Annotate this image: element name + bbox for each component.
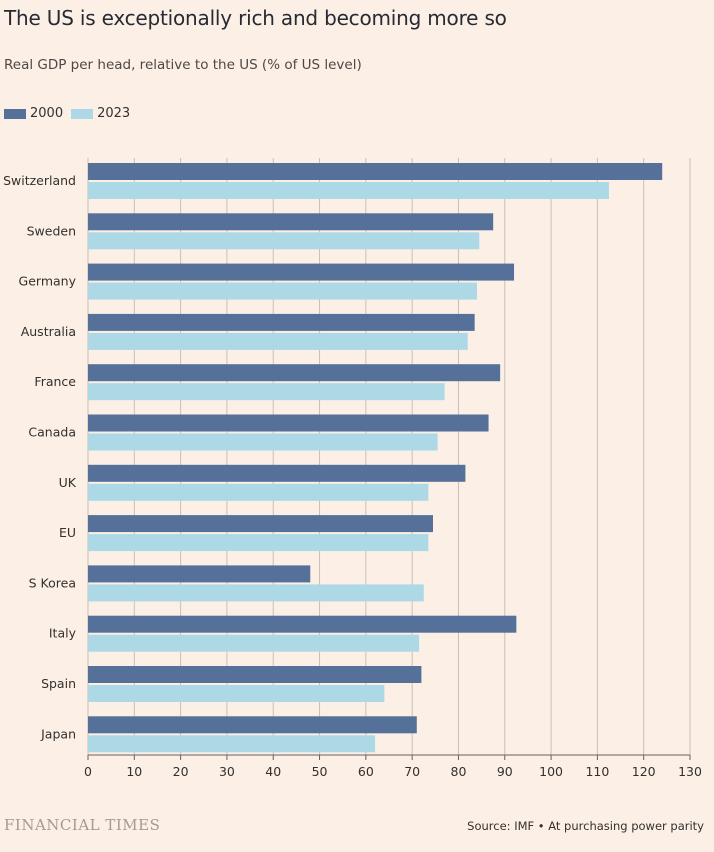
bar-2023 [88, 685, 385, 702]
bar-2023 [88, 584, 424, 602]
bar-2023 [88, 634, 420, 652]
x-tick-label: 130 [678, 764, 702, 779]
category-label: Spain [41, 676, 76, 691]
bar-2023 [88, 383, 445, 401]
x-tick-label: 20 [173, 764, 189, 779]
x-tick-label: 10 [126, 764, 142, 779]
bar-2023 [88, 483, 429, 501]
bar-2000 [88, 615, 517, 633]
category-label: Canada [28, 425, 76, 440]
legend-item-2023: 2023 [71, 106, 130, 121]
x-tick-label: 80 [451, 764, 467, 779]
x-tick-label: 120 [632, 764, 656, 779]
x-tick-label: 0 [84, 764, 92, 779]
category-label: Germany [19, 274, 77, 289]
x-tick-label: 50 [312, 764, 328, 779]
category-label: Australia [21, 324, 76, 339]
bar-2000 [88, 213, 494, 231]
category-label: S Korea [29, 575, 76, 590]
x-tick-label: 40 [265, 764, 281, 779]
bar-2023 [88, 433, 438, 451]
x-tick-label: 100 [539, 764, 563, 779]
x-tick-label: 90 [497, 764, 513, 779]
x-tick-label: 60 [358, 764, 374, 779]
bar-2000 [88, 263, 515, 281]
bar-2023 [88, 182, 609, 199]
bar-2000 [88, 716, 417, 734]
category-label: Switzerland [3, 173, 76, 188]
legend-label-2023: 2023 [97, 106, 131, 121]
legend-item-2000: 2000 [4, 106, 63, 121]
x-tick-label: 70 [404, 764, 420, 779]
legend-swatch-2000 [4, 108, 26, 119]
bar-2000 [88, 464, 466, 482]
bar-2000 [88, 313, 475, 331]
category-label: Italy [49, 626, 77, 641]
bar-2023 [88, 282, 477, 300]
bar-2023 [88, 232, 480, 250]
category-label: UK [59, 475, 77, 490]
bar-2023 [88, 735, 376, 753]
chart-subtitle: Real GDP per head, relative to the US (%… [4, 57, 362, 73]
bar-chart: Switzerland Sweden Germany Australia France C… [3, 158, 702, 779]
x-tick-label: 110 [585, 764, 609, 779]
legend-swatch-2023 [71, 108, 94, 119]
bar-2023 [88, 534, 429, 552]
x-tick-label: 30 [219, 764, 235, 779]
category-label: Sweden [27, 223, 76, 238]
bar-2000 [88, 565, 311, 583]
category-label: Japan [40, 726, 76, 741]
legend: 2000 2023 [4, 106, 138, 121]
category-label: EU [59, 525, 76, 540]
bar-2000 [88, 515, 433, 533]
bar-2000 [88, 666, 422, 683]
chart-title: The US is exceptionally rich and becomin… [4, 6, 507, 30]
bar-2000 [88, 163, 663, 180]
source-note: Source: IMF • At purchasing power parity [467, 819, 704, 833]
legend-label-2000: 2000 [30, 106, 64, 121]
bar-2000 [88, 414, 489, 432]
ft-logo: FINANCIAL TIMES [4, 816, 161, 834]
bar-2000 [88, 364, 501, 382]
category-label: France [34, 374, 76, 389]
bar-2023 [88, 332, 468, 350]
